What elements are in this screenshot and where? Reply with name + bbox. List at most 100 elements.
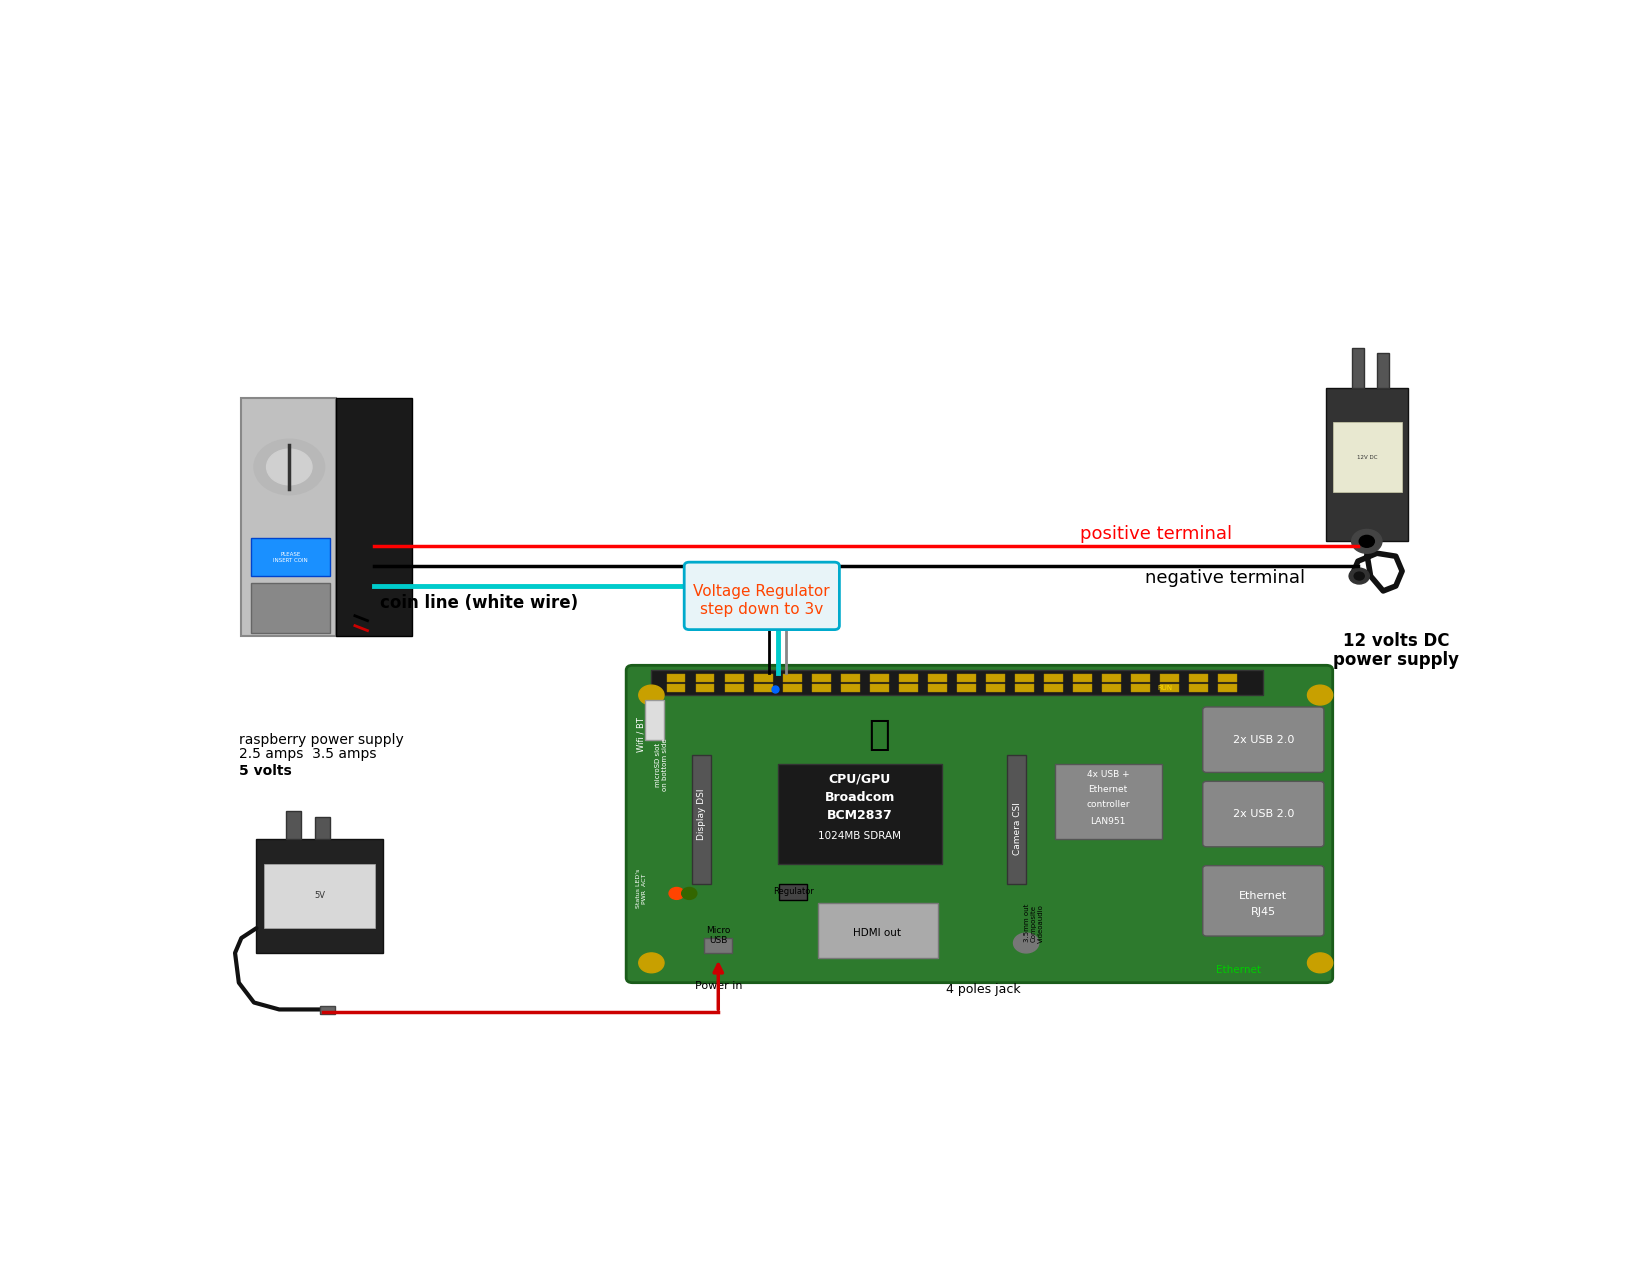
FancyBboxPatch shape: [1203, 707, 1324, 773]
Circle shape: [682, 887, 697, 899]
Bar: [651, 670, 1263, 696]
Text: 12 volts DC: 12 volts DC: [1343, 631, 1449, 649]
Bar: [666, 684, 685, 692]
Bar: [314, 817, 329, 838]
Text: Regulator: Regulator: [773, 887, 814, 896]
Text: RJ45: RJ45: [1250, 907, 1276, 917]
Bar: [666, 674, 685, 683]
Bar: [695, 684, 715, 692]
Bar: [692, 755, 711, 884]
Text: Ethernet: Ethernet: [1239, 891, 1288, 902]
Bar: [987, 674, 1004, 683]
Bar: [754, 684, 773, 692]
Bar: [1218, 674, 1237, 683]
Bar: [724, 674, 744, 683]
Text: CPU/GPU: CPU/GPU: [829, 773, 891, 786]
Text: positive terminal: positive terminal: [1079, 526, 1232, 544]
Text: controller: controller: [1086, 800, 1130, 809]
Bar: [1073, 674, 1092, 683]
Bar: [840, 684, 860, 692]
Text: 12V DC: 12V DC: [1356, 455, 1377, 460]
Bar: [1102, 684, 1120, 692]
Bar: [1351, 348, 1364, 388]
Bar: [957, 674, 975, 683]
Text: USB: USB: [710, 935, 728, 944]
Bar: [817, 903, 938, 958]
Bar: [695, 674, 715, 683]
Bar: [319, 1006, 335, 1015]
Circle shape: [267, 450, 313, 484]
Bar: [812, 684, 830, 692]
Bar: [778, 765, 941, 864]
Text: microSD slot
on bottom side: microSD slot on bottom side: [654, 738, 667, 791]
Text: 4x USB +: 4x USB +: [1088, 770, 1130, 779]
Bar: [285, 811, 301, 838]
Circle shape: [254, 439, 324, 495]
Circle shape: [638, 953, 664, 972]
Text: 2.5 amps  3.5 amps: 2.5 amps 3.5 amps: [239, 747, 376, 761]
Circle shape: [1354, 572, 1364, 580]
Text: Power in: Power in: [695, 980, 742, 990]
Circle shape: [1014, 933, 1039, 953]
Text: Status LED's
PWR  ACT: Status LED's PWR ACT: [637, 869, 646, 908]
Bar: [783, 674, 801, 683]
Bar: [645, 701, 664, 739]
Bar: [705, 938, 733, 953]
Text: Camera CSI: Camera CSI: [1013, 802, 1022, 855]
Text: Wifi / BT: Wifi / BT: [637, 717, 646, 752]
Bar: [987, 684, 1004, 692]
Text: Ethernet: Ethernet: [1089, 784, 1128, 793]
Bar: [1159, 684, 1179, 692]
Bar: [1188, 674, 1208, 683]
FancyBboxPatch shape: [627, 666, 1333, 983]
Text: 2x USB 2.0: 2x USB 2.0: [1232, 734, 1294, 744]
FancyBboxPatch shape: [1203, 782, 1324, 846]
Bar: [869, 684, 889, 692]
Bar: [957, 684, 975, 692]
Text: Voltage Regulator: Voltage Regulator: [694, 585, 830, 599]
Text: Micro: Micro: [707, 926, 731, 935]
Text: 3.5mm out
Composite
Videoaudio: 3.5mm out Composite Videoaudio: [1024, 904, 1044, 943]
Bar: [1131, 674, 1149, 683]
Text: RUN: RUN: [1158, 685, 1172, 692]
Bar: [1131, 684, 1149, 692]
Text: 🍓: 🍓: [868, 717, 889, 752]
Text: coin line (white wire): coin line (white wire): [381, 594, 578, 612]
Text: HDMI out: HDMI out: [853, 929, 902, 938]
Circle shape: [1350, 568, 1369, 583]
Text: 5 volts: 5 volts: [239, 765, 291, 778]
Text: 1024MB SDRAM: 1024MB SDRAM: [819, 831, 900, 841]
Bar: [928, 684, 946, 692]
Text: Display DSI: Display DSI: [697, 788, 707, 840]
FancyBboxPatch shape: [1203, 866, 1324, 936]
Bar: [899, 684, 918, 692]
Text: negative terminal: negative terminal: [1146, 569, 1306, 587]
Bar: [251, 538, 329, 576]
Bar: [1333, 422, 1402, 492]
Bar: [1044, 674, 1063, 683]
Bar: [899, 674, 918, 683]
Bar: [1327, 388, 1408, 541]
Bar: [264, 864, 374, 929]
Circle shape: [669, 887, 684, 899]
Text: power supply: power supply: [1333, 652, 1459, 670]
Bar: [1014, 674, 1034, 683]
Circle shape: [1307, 685, 1333, 705]
Bar: [257, 838, 383, 953]
Text: raspberry power supply: raspberry power supply: [239, 733, 404, 747]
Bar: [1014, 684, 1034, 692]
Text: Broadcom: Broadcom: [824, 791, 895, 804]
Bar: [251, 583, 329, 632]
Circle shape: [638, 685, 664, 705]
Bar: [778, 885, 806, 900]
Bar: [812, 674, 830, 683]
Text: Ethernet: Ethernet: [1216, 965, 1260, 975]
Bar: [1055, 765, 1162, 838]
Circle shape: [1351, 529, 1382, 554]
Circle shape: [1359, 536, 1374, 547]
Bar: [1102, 674, 1120, 683]
Bar: [754, 674, 773, 683]
Text: PLEASE
INSERT COIN: PLEASE INSERT COIN: [274, 551, 308, 563]
Bar: [1377, 353, 1390, 388]
Bar: [241, 398, 335, 635]
